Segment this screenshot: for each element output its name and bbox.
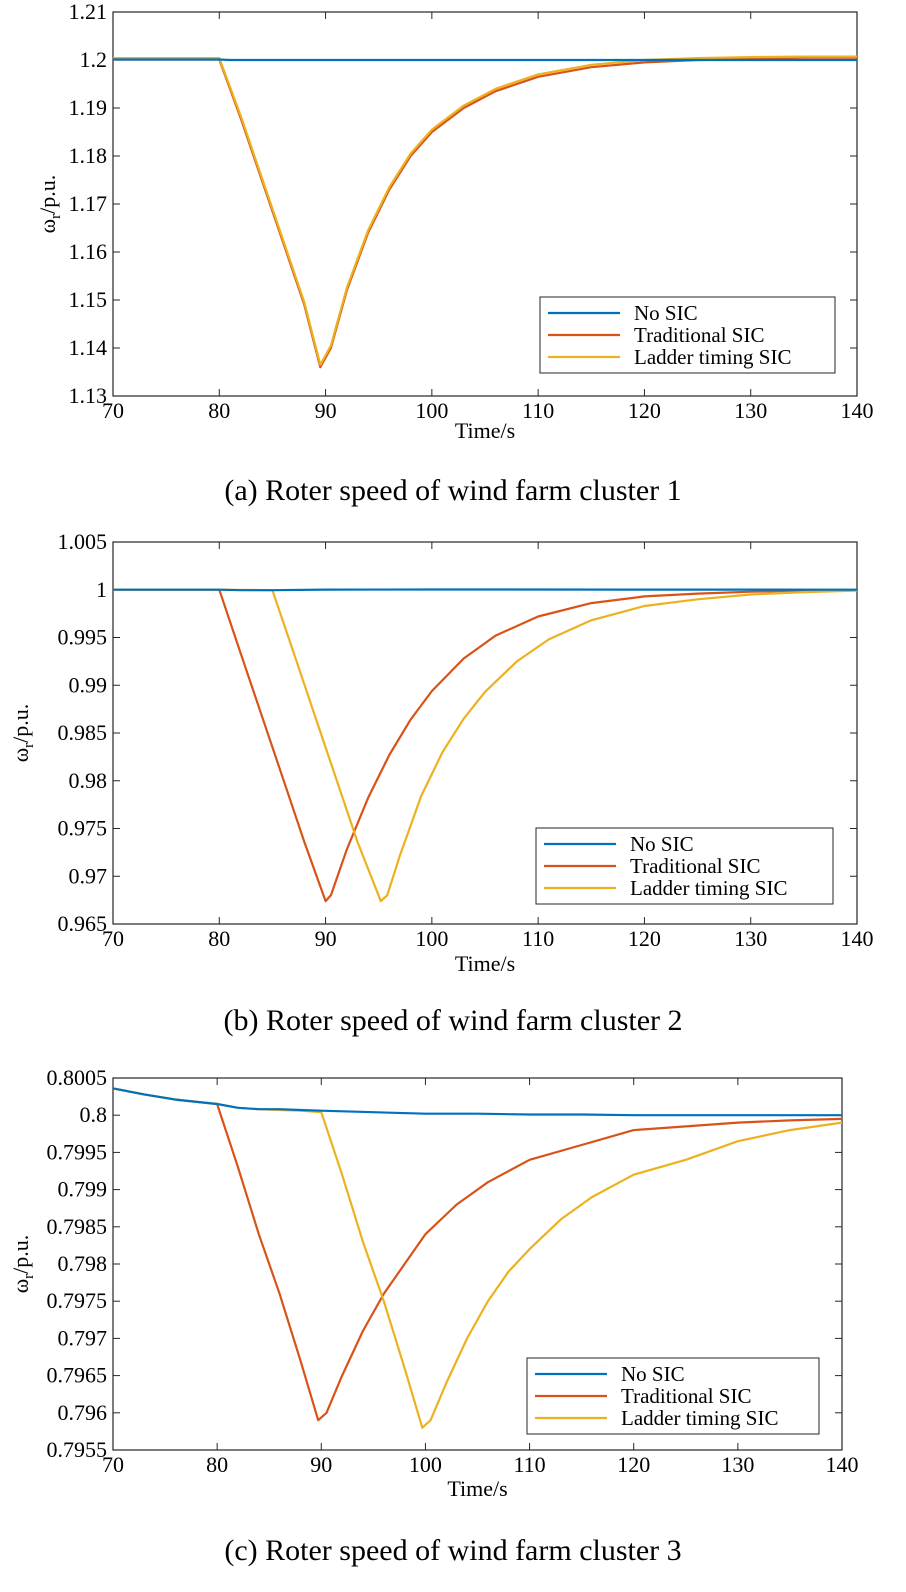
legend-label-no-sic: No SIC — [630, 832, 694, 856]
x-axis-label: Time/s — [455, 418, 515, 443]
y-tick-label: 0.985 — [58, 720, 108, 745]
x-tick-label: 140 — [841, 398, 874, 423]
y-tick-label: 0.7975 — [47, 1288, 108, 1313]
y-tick-label: 1.19 — [69, 95, 108, 120]
series-group — [113, 588, 857, 903]
x-tick-label: 80 — [206, 1452, 228, 1477]
x-tick-label: 70 — [102, 926, 124, 951]
x-tick-label: 140 — [826, 1452, 859, 1477]
y-axis-label-subscript: r — [48, 214, 64, 219]
y-tick-label: 1.18 — [69, 143, 108, 168]
y-tick-label: 0.99 — [69, 672, 108, 697]
y-tick-label: 0.8 — [80, 1102, 108, 1127]
y-tick-label: 0.975 — [58, 816, 108, 841]
legend-label-traditional-sic: Traditional SIC — [621, 1384, 752, 1408]
y-axis-label-subscript: r — [21, 1274, 37, 1279]
series-line-traditional-sic — [113, 588, 857, 903]
y-tick-label: 0.798 — [58, 1251, 108, 1276]
x-tick-label: 140 — [841, 926, 874, 951]
x-tick-label: 120 — [628, 926, 661, 951]
x-tick-label: 100 — [415, 926, 448, 951]
y-axis-label-symbol: ω — [35, 219, 60, 233]
y-axis-label: ωr/p.u. — [35, 175, 64, 234]
y-tick-label: 1.16 — [69, 239, 108, 264]
y-tick-label: 1 — [96, 577, 107, 602]
series-line-no-sic — [113, 1087, 842, 1117]
y-tick-label: 0.7985 — [47, 1214, 108, 1239]
x-axis-label: Time/s — [447, 1476, 507, 1501]
y-tick-label: 0.7995 — [47, 1139, 108, 1164]
y-axis-label-unit: /p.u. — [8, 704, 33, 743]
y-axis-label: ωr/p.u. — [8, 704, 37, 763]
y-axis-label: ωr/p.u. — [8, 1235, 37, 1294]
x-tick-label: 100 — [415, 398, 448, 423]
y-tick-label: 0.799 — [58, 1177, 108, 1202]
x-tick-label: 90 — [310, 1452, 332, 1477]
chart-1: 70 80 90 100 110 120 130 140 1.13 1.14 1.15 1.16 1.1… — [35, 0, 874, 507]
y-tick-label: 0.796 — [58, 1400, 108, 1425]
y-tick-label: 1.2 — [80, 47, 108, 72]
x-tick-label: 70 — [102, 398, 124, 423]
legend-label-traditional-sic: Traditional SIC — [634, 323, 765, 347]
legend-label-traditional-sic: Traditional SIC — [630, 854, 761, 878]
figure-caption: (c) Roter speed of wind farm cluster 3 — [224, 1534, 681, 1567]
x-tick-label: 110 — [522, 926, 554, 951]
legend-label-ladder-timing-sic: Ladder timing SIC — [634, 345, 791, 369]
x-tick-label: 120 — [628, 398, 661, 423]
legend-label-ladder-timing-sic: Ladder timing SIC — [630, 876, 787, 900]
y-axis-label-unit: /p.u. — [8, 1235, 33, 1274]
x-tick-label: 130 — [734, 398, 767, 423]
x-tick-label: 80 — [208, 398, 230, 423]
y-tick-label: 0.8005 — [47, 1065, 108, 1090]
series-line-ladder-timing-sic — [113, 588, 857, 903]
series-line-no-sic — [113, 58, 857, 62]
y-axis-label-unit: /p.u. — [35, 175, 60, 214]
x-tick-label: 90 — [315, 398, 337, 423]
x-tick-label: 110 — [522, 398, 554, 423]
x-tick-label: 70 — [102, 1452, 124, 1477]
chart-2: 70 80 90 100 110 120 130 140 0.965 0.97 0.975 0.98 0… — [8, 529, 874, 1037]
figure-caption: (a) Roter speed of wind farm cluster 1 — [224, 474, 681, 507]
x-tick-label: 130 — [734, 926, 767, 951]
y-tick-label: 0.995 — [58, 625, 108, 650]
y-tick-label: 1.17 — [69, 191, 108, 216]
y-tick-label: 1.005 — [58, 529, 108, 554]
y-tick-label: 1.13 — [69, 383, 108, 408]
legend-label-no-sic: No SIC — [621, 1362, 685, 1386]
legend-label-no-sic: No SIC — [634, 301, 698, 325]
y-tick-label: 1.14 — [69, 335, 108, 360]
y-axis-label-symbol: ω — [8, 1279, 33, 1293]
x-tick-label: 80 — [208, 926, 230, 951]
y-tick-label: 1.15 — [69, 287, 108, 312]
series-line-traditional-sic — [113, 1087, 842, 1422]
x-tick-label: 100 — [409, 1452, 442, 1477]
x-axis-label: Time/s — [455, 951, 515, 976]
y-tick-label: 0.97 — [69, 863, 108, 888]
y-tick-label: 0.7955 — [47, 1437, 108, 1462]
y-tick-label: 0.965 — [58, 911, 108, 936]
series-group — [113, 55, 857, 369]
y-tick-label: 0.797 — [58, 1325, 108, 1350]
y-axis-label-symbol: ω — [8, 748, 33, 762]
y-axis-label-subscript: r — [21, 743, 37, 748]
figure-caption: (b) Roter speed of wind farm cluster 2 — [223, 1004, 682, 1037]
y-tick-label: 0.98 — [69, 768, 108, 793]
chart-3: 70 80 90 100 110 120 130 140 0.7955 0.796 0.7965 0.… — [8, 1065, 859, 1567]
x-tick-label: 110 — [513, 1452, 545, 1477]
x-tick-label: 130 — [721, 1452, 754, 1477]
y-tick-label: 1.21 — [69, 0, 108, 24]
legend-label-ladder-timing-sic: Ladder timing SIC — [621, 1406, 778, 1430]
series-group — [113, 1087, 842, 1429]
y-tick-label: 0.7965 — [47, 1363, 108, 1388]
x-tick-label: 120 — [617, 1452, 650, 1477]
series-line-no-sic — [113, 588, 857, 592]
x-tick-label: 90 — [315, 926, 337, 951]
